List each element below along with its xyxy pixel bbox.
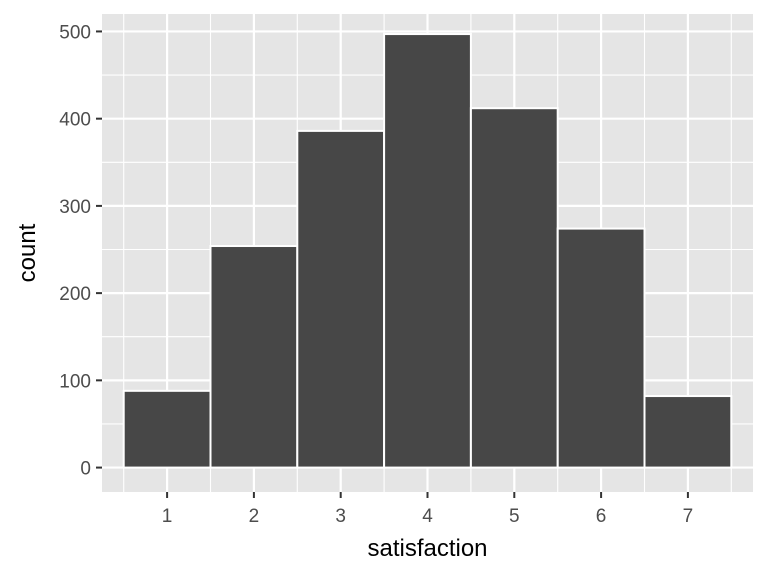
- x-tick-label: 1: [162, 506, 173, 527]
- x-axis-title: satisfaction: [367, 535, 487, 562]
- bar-5: [469, 107, 559, 469]
- y-tick-label: 100: [59, 371, 91, 392]
- y-tick-label: 500: [59, 22, 91, 43]
- bar-6: [556, 227, 646, 469]
- x-tick-label: 5: [509, 506, 520, 527]
- x-axis: 1 2 3 4 5 6 7: [162, 492, 693, 527]
- bar-1: [122, 389, 212, 469]
- y-tick-label: 300: [59, 197, 91, 218]
- bars: [122, 33, 733, 469]
- bar-2: [209, 245, 299, 469]
- x-tick-label: 3: [335, 506, 346, 527]
- x-tick-label: 7: [683, 506, 694, 527]
- x-tick-label: 4: [422, 506, 433, 527]
- x-tick-label: 2: [249, 506, 260, 527]
- x-tick-label: 6: [596, 506, 607, 527]
- bar-4: [383, 33, 472, 469]
- y-tick-label: 200: [59, 284, 91, 305]
- y-axis-title: count: [14, 223, 41, 282]
- bar-3: [296, 129, 386, 469]
- y-axis: 0 100 200 300 400 500: [59, 22, 102, 480]
- y-tick-label: 400: [59, 110, 91, 131]
- y-tick-label: 0: [80, 459, 91, 480]
- bar-7: [643, 395, 733, 469]
